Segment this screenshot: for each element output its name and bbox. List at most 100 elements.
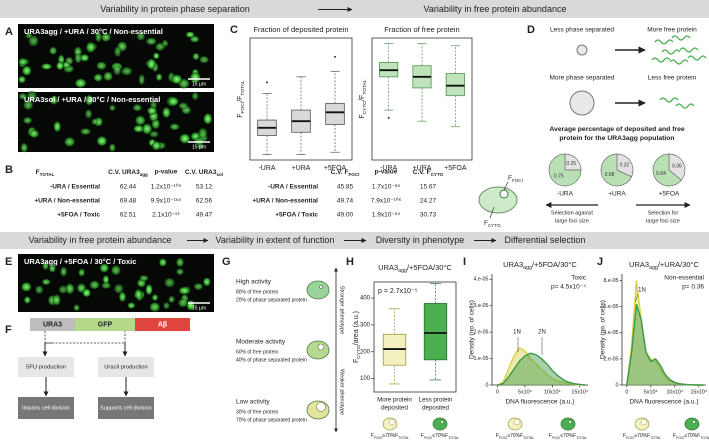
panel-label: E [5, 256, 12, 268]
cell [101, 282, 111, 289]
label: Stronger phenotype [339, 286, 345, 334]
box [18, 397, 74, 419]
subscript: TOTAL [700, 436, 709, 440]
slice-label: 0.36 [672, 164, 682, 170]
panel-label: J [597, 256, 603, 268]
cell [145, 284, 153, 295]
subscript: TOTAL [523, 436, 534, 440]
subscript: agg [140, 172, 148, 177]
outlier [266, 81, 268, 84]
cell [50, 95, 58, 105]
label: FFOCI≥70%FTOTAL [496, 433, 534, 440]
text-part: URA3 [503, 260, 523, 269]
cell [95, 31, 102, 43]
cell [146, 58, 156, 70]
cell [74, 53, 82, 64]
text-part: URA3 [378, 263, 398, 272]
label: large foci size [555, 218, 589, 224]
outlier [334, 55, 336, 58]
label: DNA fluorescence (a.u.) [629, 399, 698, 406]
pie-slice [616, 153, 634, 178]
cell [86, 41, 96, 53]
label: C.V. FFOCI [331, 169, 360, 177]
text-part: ≥70%F [507, 433, 523, 439]
text-part: F [371, 433, 374, 439]
free-protein [679, 47, 699, 53]
cell [114, 46, 122, 57]
label: 30% of free protein [236, 409, 278, 415]
label: +5FOA [659, 191, 680, 198]
label: 15.67 [420, 184, 437, 191]
x-tick-label: deposited [381, 405, 408, 412]
cell [149, 130, 159, 138]
label: 70% of phase separated protein [236, 417, 307, 423]
cell [163, 302, 170, 310]
cell [41, 278, 51, 285]
cell [53, 121, 61, 132]
label: 1.2x10⁻¹⁰⁹ [151, 183, 182, 191]
construct-part [75, 318, 135, 331]
label: FFOCI≥70%FTOTAL [371, 433, 409, 440]
label: URA3agg/+URA/30°C [629, 260, 700, 271]
panel-label: H [346, 256, 354, 268]
label: Selection against [551, 210, 593, 216]
text-part: C.V. F [331, 169, 349, 176]
label: Less phase separated [550, 27, 614, 34]
y-tick-label: 400 [360, 296, 371, 302]
cell [152, 294, 159, 301]
cell [139, 275, 149, 282]
text-part: /+5FOA/30°C [407, 263, 452, 272]
subscript: FOCI [626, 436, 634, 440]
subscript: TOTAL [362, 79, 368, 95]
free-protein [671, 35, 691, 41]
cell [168, 295, 175, 304]
cell [91, 118, 99, 125]
x-tick-label: -URA [380, 165, 397, 172]
cell [136, 31, 146, 41]
banner-text: Variability in protein phase separation [100, 4, 249, 14]
cell [191, 92, 199, 101]
label: p= 0.36 [682, 284, 704, 291]
text-part: ≥70%F [382, 433, 398, 439]
slice-label: 0.25 [566, 161, 576, 167]
label: protein for the URA3agg population [559, 135, 674, 142]
cell [114, 284, 124, 294]
cell [162, 107, 171, 118]
label: 7.9x10⁻¹⁰⁶ [371, 197, 402, 205]
box [98, 397, 154, 419]
x-tick-label: +URA [292, 165, 311, 172]
text-part: F [359, 114, 366, 118]
subscript: TOTAL [40, 172, 55, 177]
label: 49.00 [337, 212, 354, 219]
pointer [634, 293, 639, 303]
cell [103, 71, 113, 81]
cell [18, 76, 26, 84]
free-protein [687, 55, 707, 61]
y-tick-label: 100 [360, 376, 371, 382]
legend-cell [684, 417, 700, 431]
legend-cell [560, 417, 576, 431]
cell [23, 100, 34, 110]
legend-focus [568, 420, 572, 424]
cell [306, 280, 330, 300]
subscript: CYTO [356, 345, 362, 359]
cell [138, 74, 145, 85]
label: 62.56 [196, 198, 213, 205]
cell [65, 283, 75, 295]
label: +5FOA / Toxic [57, 212, 100, 219]
plot-frame [249, 37, 353, 161]
cell [153, 52, 160, 60]
cell [93, 73, 103, 82]
cell [133, 125, 144, 133]
legend-focus [513, 418, 521, 426]
label: 15 µm [192, 81, 206, 87]
label: +URA / Non-essential [34, 198, 100, 205]
label: Low activity [236, 399, 270, 406]
label: GFP [98, 321, 113, 328]
text-part: F [549, 433, 552, 439]
free-protein [654, 39, 674, 45]
slice-label: 0.68 [605, 172, 615, 178]
cell [113, 65, 122, 76]
cell [18, 58, 30, 66]
